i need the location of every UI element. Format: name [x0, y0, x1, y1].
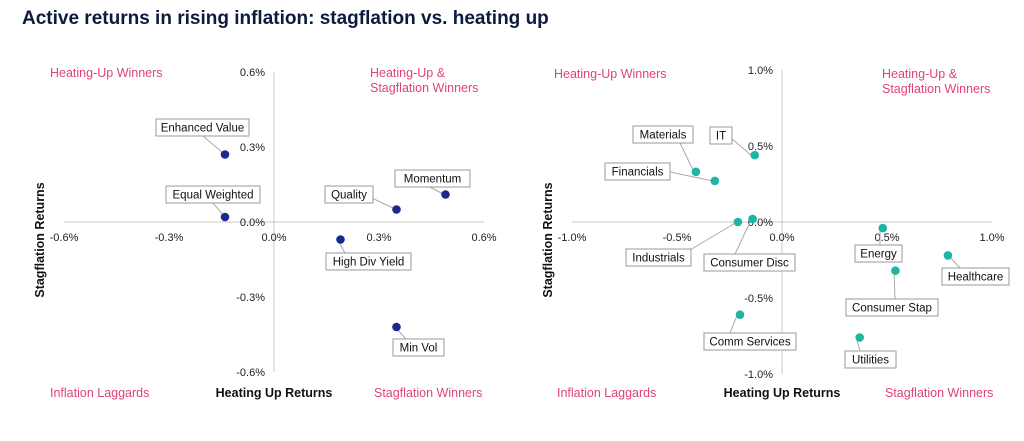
label-box-momentum — [394, 169, 471, 188]
data-label-enhanced-value: Enhanced Value — [161, 123, 245, 135]
point-high-div-yield — [336, 235, 345, 244]
leader-line-enhanced-value — [202, 135, 224, 154]
point-energy — [878, 223, 888, 233]
page-title: Active returns in rising inflation: stag… — [22, 8, 549, 29]
label-box-consumer-disc — [703, 253, 796, 272]
point-industrials — [733, 217, 743, 227]
data-label-energy: Energy — [860, 249, 897, 261]
point-consumer-disc — [748, 214, 757, 224]
leader-line-industrials — [689, 221, 738, 251]
x-tick-label: 0.6% — [471, 232, 496, 244]
y-axis-title: Stagflation Returns — [33, 182, 47, 297]
label-box-industrials — [625, 248, 692, 267]
point-enhanced-value — [220, 150, 230, 159]
y-tick-label: -0.5% — [744, 293, 773, 305]
data-label-industrials: Industrials — [632, 253, 685, 265]
label-box-it — [709, 126, 733, 145]
data-label-equal-weighted: Equal Weighted — [173, 190, 254, 202]
quadrant-label-top-left: Heating-Up Winners — [50, 66, 163, 80]
data-label-healthcare: Healthcare — [948, 272, 1004, 284]
style-factor-scatter-chart: -0.6% -0.3% 0.0% 0.3% 0.6% 0.6% 0.3% 0.0% -0.3% -… — [33, 66, 497, 400]
leader-line-consumer-stap — [893, 269, 896, 300]
data-label-financials: Financials — [612, 167, 664, 179]
y-tick-label: 1.0% — [748, 65, 773, 77]
quadrant-label-top-left: Heating-Up Winners — [554, 67, 667, 81]
y-axis-title: Stagflation Returns — [541, 182, 555, 297]
y-tick-label: 0.3% — [240, 142, 265, 154]
x-tick-label: 0.0% — [769, 232, 794, 244]
data-label-utilities: Utilities — [852, 355, 889, 367]
quadrant-label-bottom-right: Stagflation Winners — [374, 386, 482, 400]
data-label-momentum: Momentum — [404, 174, 462, 186]
y-tick-label: -0.3% — [236, 292, 265, 304]
point-comm-services — [735, 310, 745, 320]
label-box-quality — [324, 185, 374, 204]
y-tick-label: 0.6% — [240, 67, 265, 79]
label-box-high-div-yield — [325, 252, 412, 271]
leader-line-financials — [669, 171, 714, 182]
point-min-vol — [392, 322, 401, 332]
quadrant-label-top-right: Heating-Up & — [370, 66, 446, 80]
label-box-materials — [632, 125, 694, 144]
label-box-utilities — [844, 350, 897, 369]
point-healthcare — [943, 251, 953, 260]
quadrant-label-bottom-right: Stagflation Winners — [885, 386, 993, 400]
point-quality — [392, 205, 401, 214]
leader-line-momentum — [429, 186, 444, 195]
leader-line-materials — [679, 142, 695, 173]
quadrant-label-bottom-left: Inflation Laggards — [50, 386, 149, 400]
x-axis-title: Heating Up Returns — [216, 386, 333, 400]
x-tick-label: 1.0% — [979, 232, 1004, 244]
label-box-comm-services — [703, 332, 797, 351]
point-momentum — [441, 190, 450, 199]
x-axis-title: Heating Up Returns — [724, 386, 841, 400]
label-box-healthcare — [941, 267, 1010, 286]
data-label-it: IT — [716, 131, 726, 143]
label-box-consumer-stap — [845, 298, 939, 317]
label-box-energy — [854, 244, 903, 263]
point-it — [750, 150, 759, 160]
data-label-materials: Materials — [640, 130, 687, 142]
y-tick-label: -1.0% — [744, 369, 773, 381]
label-box-financials — [604, 162, 671, 181]
x-tick-label: -0.5% — [663, 232, 692, 244]
quadrant-label-top-right: Stagflation Winners — [882, 82, 990, 96]
label-box-min-vol — [392, 338, 445, 357]
data-label-comm-services: Comm Services — [709, 337, 790, 349]
leader-line-quality — [371, 197, 394, 209]
leader-line-consumer-disc — [734, 219, 752, 255]
chart-2-plot-area: -1.0% -0.5% 0.0% 0.5% 1.0%1.0%0.5%0.0%-0.5%-… — [541, 65, 1010, 400]
data-label-quality: Quality — [331, 190, 367, 202]
x-tick-label: 0.3% — [366, 232, 391, 244]
point-equal-weighted — [220, 212, 230, 222]
x-tick-label: -0.6% — [50, 232, 79, 244]
x-tick-label: -0.3% — [155, 232, 184, 244]
data-label-consumer-disc: Consumer Disc — [710, 258, 789, 270]
x-tick-label: 0.0% — [261, 232, 286, 244]
sector-scatter-chart: -1.0% -0.5% 0.0% 0.5% 1.0%1.0%0.5%0.0%-0.5%-… — [541, 65, 1010, 400]
data-label-min-vol: Min Vol — [400, 343, 438, 355]
point-materials — [691, 167, 701, 177]
label-box-enhanced-value — [155, 118, 250, 137]
data-label-consumer-stap: Consumer Stap — [852, 303, 932, 315]
label-box-equal-weighted — [165, 185, 261, 204]
y-tick-label: 0.0% — [240, 217, 265, 229]
chart-1-plot-area: -0.6% -0.3% 0.0% 0.3% 0.6% 0.6% 0.3% 0.0% -0.3% -… — [33, 66, 497, 400]
y-tick-label: 0.5% — [748, 141, 773, 153]
point-consumer-stap — [891, 266, 900, 275]
leader-line-it — [730, 137, 753, 157]
point-financials — [710, 176, 720, 186]
y-tick-label: -0.6% — [236, 367, 265, 379]
x-tick-label: -1.0% — [558, 232, 587, 244]
x-tick-label: 0.5% — [874, 232, 899, 244]
quadrant-label-top-right: Heating-Up & — [882, 67, 958, 81]
data-label-high-div-yield: High Div Yield — [333, 257, 405, 269]
quadrant-label-bottom-left: Inflation Laggards — [557, 386, 656, 400]
point-utilities — [855, 333, 864, 342]
quadrant-label-top-right: Stagflation Winners — [370, 81, 478, 95]
